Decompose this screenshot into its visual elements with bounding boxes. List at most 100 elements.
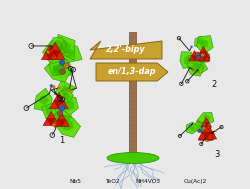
Circle shape xyxy=(59,60,64,65)
Text: en/1,3-dap: en/1,3-dap xyxy=(107,67,156,77)
Text: Cu(Ac)2: Cu(Ac)2 xyxy=(182,179,206,184)
Text: 2: 2 xyxy=(210,80,216,89)
Polygon shape xyxy=(58,39,71,54)
Polygon shape xyxy=(196,38,202,44)
Circle shape xyxy=(195,52,199,56)
Circle shape xyxy=(190,46,192,48)
Bar xyxy=(129,32,136,158)
Polygon shape xyxy=(186,60,204,76)
Circle shape xyxy=(188,125,190,127)
Polygon shape xyxy=(202,130,209,135)
Polygon shape xyxy=(56,44,82,62)
Polygon shape xyxy=(198,52,207,59)
Circle shape xyxy=(197,71,199,73)
Polygon shape xyxy=(46,118,56,126)
Polygon shape xyxy=(202,113,209,122)
Polygon shape xyxy=(179,52,194,69)
Circle shape xyxy=(60,69,65,74)
Polygon shape xyxy=(53,100,64,110)
Polygon shape xyxy=(41,103,56,119)
Polygon shape xyxy=(200,55,207,61)
Polygon shape xyxy=(49,93,68,109)
Polygon shape xyxy=(196,36,212,54)
Polygon shape xyxy=(198,128,212,140)
Polygon shape xyxy=(187,56,201,71)
Circle shape xyxy=(52,124,55,127)
Polygon shape xyxy=(53,112,60,121)
Circle shape xyxy=(50,84,53,88)
Polygon shape xyxy=(63,100,74,111)
Circle shape xyxy=(68,89,70,92)
Polygon shape xyxy=(39,95,49,105)
Polygon shape xyxy=(56,119,66,127)
Polygon shape xyxy=(65,49,75,58)
Polygon shape xyxy=(201,122,207,130)
Polygon shape xyxy=(96,63,167,81)
Polygon shape xyxy=(52,64,66,76)
Text: NH4VO3: NH4VO3 xyxy=(135,179,160,184)
Polygon shape xyxy=(202,127,216,139)
Polygon shape xyxy=(189,125,194,131)
Polygon shape xyxy=(61,115,70,124)
Polygon shape xyxy=(62,120,74,131)
Polygon shape xyxy=(47,109,62,125)
Polygon shape xyxy=(60,84,70,96)
Polygon shape xyxy=(190,55,197,61)
Polygon shape xyxy=(44,59,71,82)
Circle shape xyxy=(57,86,60,89)
Polygon shape xyxy=(52,60,72,78)
Polygon shape xyxy=(49,50,61,60)
Circle shape xyxy=(63,63,69,68)
Polygon shape xyxy=(199,56,206,62)
Polygon shape xyxy=(42,40,70,65)
Circle shape xyxy=(59,106,64,111)
Circle shape xyxy=(197,129,201,133)
Polygon shape xyxy=(54,111,74,131)
Circle shape xyxy=(214,130,216,132)
Polygon shape xyxy=(54,64,65,75)
Polygon shape xyxy=(192,122,204,132)
Polygon shape xyxy=(50,38,66,53)
Polygon shape xyxy=(62,93,70,101)
Polygon shape xyxy=(194,36,204,48)
Polygon shape xyxy=(34,88,52,112)
Polygon shape xyxy=(196,46,209,58)
Polygon shape xyxy=(200,133,209,141)
Polygon shape xyxy=(54,40,63,51)
Polygon shape xyxy=(90,41,161,59)
Polygon shape xyxy=(183,56,192,64)
Polygon shape xyxy=(199,40,207,48)
Circle shape xyxy=(196,55,200,59)
Polygon shape xyxy=(54,80,75,99)
Polygon shape xyxy=(186,122,197,134)
Polygon shape xyxy=(200,127,210,138)
Text: 1: 1 xyxy=(59,136,64,145)
Polygon shape xyxy=(202,131,214,142)
Circle shape xyxy=(59,104,64,110)
Polygon shape xyxy=(191,59,207,74)
Polygon shape xyxy=(59,88,73,103)
Polygon shape xyxy=(48,61,64,76)
Circle shape xyxy=(52,85,55,88)
Text: 2,2'-bipy: 2,2'-bipy xyxy=(106,46,145,54)
Polygon shape xyxy=(55,114,80,137)
Text: Nb5: Nb5 xyxy=(69,179,81,184)
Circle shape xyxy=(192,69,194,72)
Circle shape xyxy=(204,139,207,142)
Polygon shape xyxy=(43,112,59,125)
Polygon shape xyxy=(51,46,65,57)
Polygon shape xyxy=(205,133,213,140)
Polygon shape xyxy=(198,50,209,62)
Polygon shape xyxy=(190,60,198,66)
Polygon shape xyxy=(41,45,58,60)
Circle shape xyxy=(68,89,70,92)
Polygon shape xyxy=(205,132,210,138)
Circle shape xyxy=(202,127,205,130)
Polygon shape xyxy=(198,125,213,139)
Polygon shape xyxy=(202,122,208,128)
Polygon shape xyxy=(45,42,64,59)
Text: 3: 3 xyxy=(214,150,219,159)
Polygon shape xyxy=(200,53,207,60)
Polygon shape xyxy=(200,118,211,127)
Polygon shape xyxy=(44,52,55,61)
